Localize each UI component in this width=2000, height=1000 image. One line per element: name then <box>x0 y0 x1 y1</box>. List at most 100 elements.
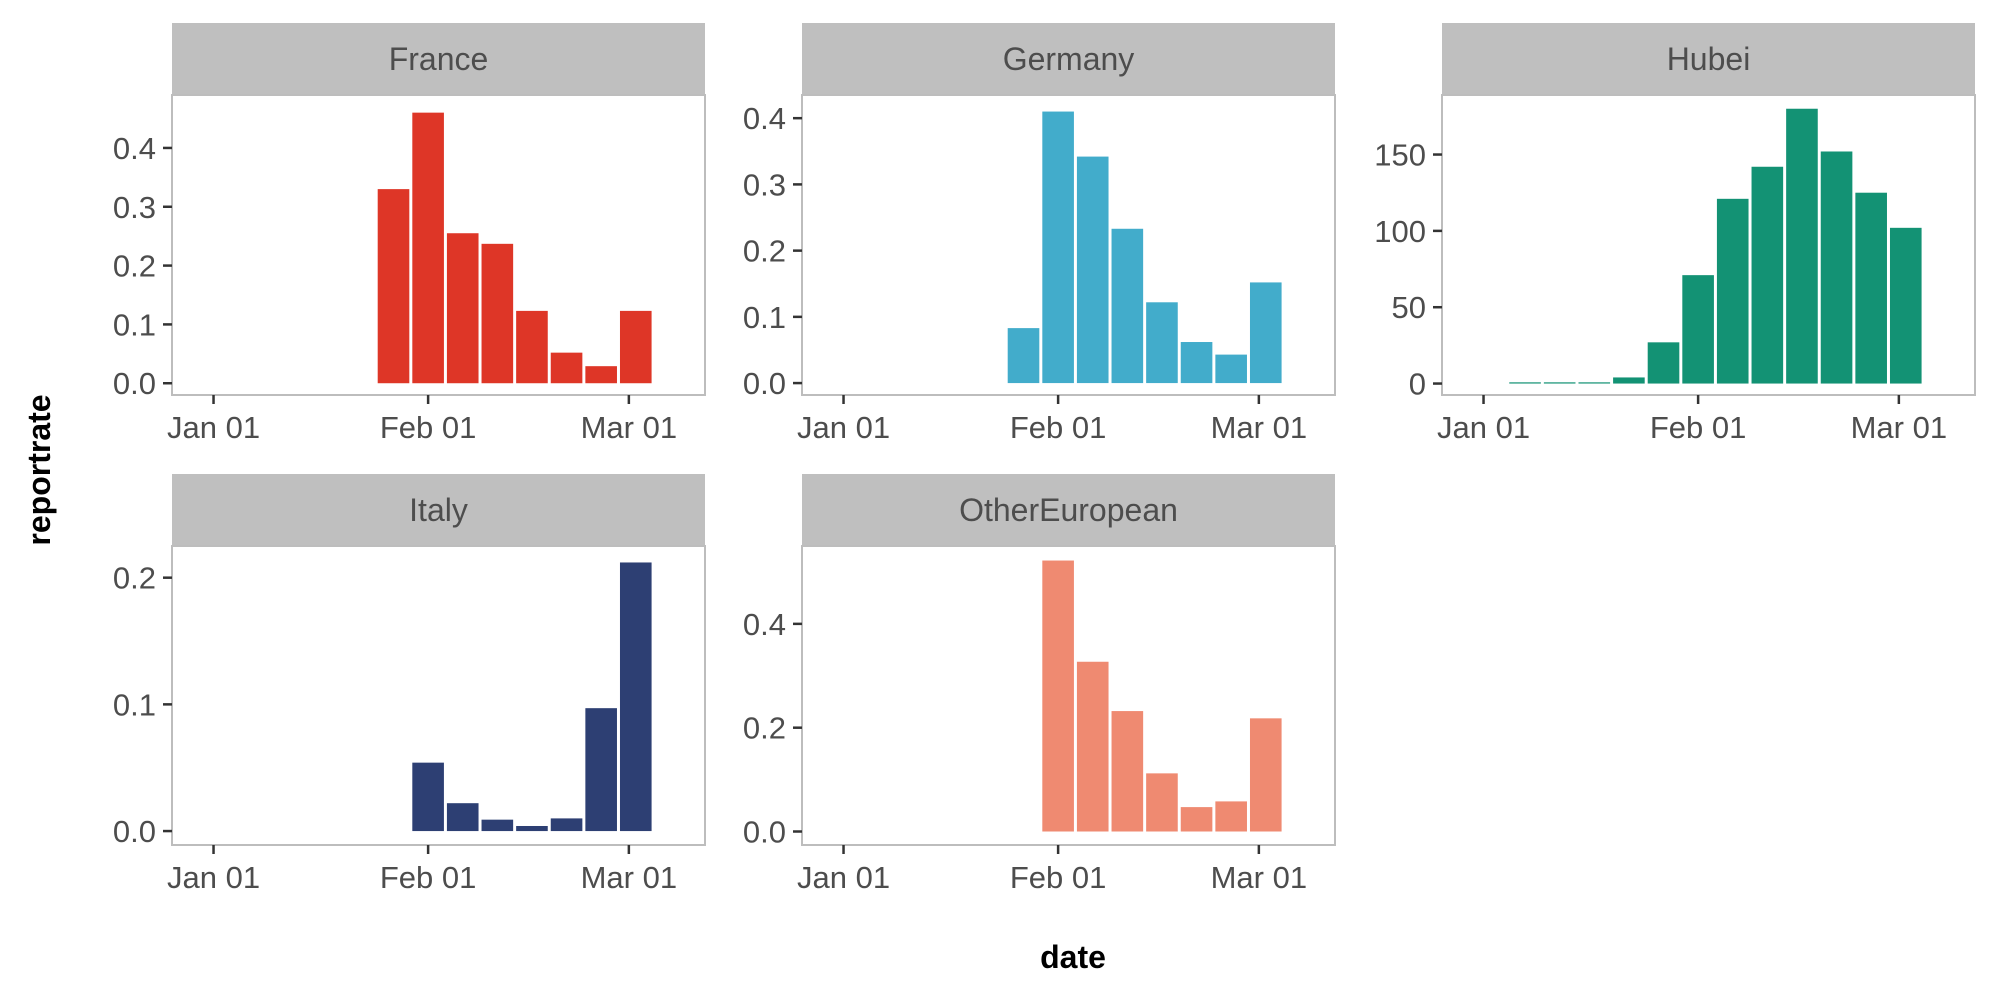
x-tick-label: Mar 01 <box>1211 860 1307 895</box>
panel-strip <box>1442 23 1975 95</box>
bar <box>1613 377 1645 384</box>
bar <box>550 818 583 832</box>
bar <box>446 803 479 832</box>
panel-germany: Germany 0.0 0.1 0.2 0.3 0.4 Jan 01 Feb 01 Mar 01 <box>743 23 1336 445</box>
bar <box>1042 560 1074 832</box>
bar <box>585 366 617 384</box>
bar <box>1509 382 1541 384</box>
bar <box>1215 354 1247 384</box>
bar <box>1111 711 1144 832</box>
panel-italy: Italy 0.0 0.1 0.2 Jan 01 Feb 01 Mar 01 <box>113 474 706 895</box>
panel-border <box>171 545 706 846</box>
panel-othereuropean: OtherEuropean 0.0 0.2 0.4 Jan 01 Feb 01 Mar 01 <box>743 474 1336 895</box>
panel-hubei: Hubei 0 50 100 150 Jan 01 Feb 01 Mar 01 <box>1374 23 1976 445</box>
panel-border <box>1441 94 1976 396</box>
bar <box>550 352 583 384</box>
bar <box>412 762 444 832</box>
x-tick-label: Feb 01 <box>1010 410 1107 445</box>
y-tick-label: 0.0 <box>113 366 156 401</box>
y-tick-label: 0.0 <box>743 815 786 850</box>
x-axis-title: date <box>1040 939 1106 975</box>
x-tick-label: Feb 01 <box>380 410 477 445</box>
panel-strip <box>802 23 1335 95</box>
bar <box>412 112 444 384</box>
x-tick-label: Jan 01 <box>1437 410 1530 445</box>
y-tick-label: 0.0 <box>113 814 156 849</box>
y-tick-label: 100 <box>1374 214 1426 249</box>
bar <box>1249 718 1282 832</box>
bar <box>1889 227 1922 384</box>
panel-title: Hubei <box>1667 41 1751 77</box>
x-tick-label: Jan 01 <box>167 410 260 445</box>
panel-strip <box>172 474 705 546</box>
x-tick-label: Mar 01 <box>1851 410 1947 445</box>
panel-strip <box>802 474 1335 546</box>
bar <box>1786 108 1818 384</box>
bar <box>1076 156 1109 384</box>
y-axis-title: reportrate <box>21 394 57 545</box>
y-tick-label: 0.0 <box>743 366 786 401</box>
panel-border <box>171 94 706 396</box>
y-tick-label: 0.1 <box>113 687 156 722</box>
y-tick-label: 0.3 <box>743 167 786 202</box>
panel-france: France 0.0 0.1 0.2 0.3 0.4 Jan 01 Feb 01 Mar 01 <box>113 23 706 445</box>
x-tick-label: Jan 01 <box>167 860 260 895</box>
x-tick-label: Mar 01 <box>581 860 677 895</box>
y-tick-label: 150 <box>1374 138 1426 173</box>
bar <box>1716 198 1749 384</box>
bar <box>377 189 410 384</box>
bar <box>1578 382 1611 384</box>
panel-title: Germany <box>1003 41 1135 77</box>
panel-border <box>801 94 1336 396</box>
x-tick-label: Feb 01 <box>1010 860 1107 895</box>
panel-title: Italy <box>409 492 468 528</box>
panel-title: OtherEuropean <box>959 492 1178 528</box>
y-tick-label: 0.4 <box>743 101 786 136</box>
bar <box>1682 275 1714 384</box>
bar <box>1249 282 1282 384</box>
y-tick-label: 0 <box>1409 367 1426 402</box>
bar <box>1820 151 1853 384</box>
bar <box>446 233 479 384</box>
bar <box>481 243 514 384</box>
y-tick-label: 0.2 <box>113 249 156 284</box>
x-tick-label: Jan 01 <box>797 410 890 445</box>
bar <box>619 310 652 384</box>
panel-border <box>801 545 1336 846</box>
bar <box>1543 382 1576 384</box>
panel-title: France <box>389 41 489 77</box>
bar <box>1146 302 1178 384</box>
x-tick-label: Jan 01 <box>797 860 890 895</box>
x-tick-label: Mar 01 <box>581 410 677 445</box>
y-tick-label: 0.4 <box>113 131 156 166</box>
y-tick-label: 0.1 <box>743 300 786 335</box>
bar <box>1111 228 1144 384</box>
bar <box>1076 661 1109 832</box>
y-tick-label: 0.4 <box>743 607 786 642</box>
bar <box>481 819 514 832</box>
bar <box>1180 342 1213 384</box>
bar <box>585 708 617 832</box>
y-tick-label: 0.1 <box>113 307 156 342</box>
bar <box>1146 773 1178 832</box>
bar <box>1180 807 1213 832</box>
x-tick-label: Feb 01 <box>380 860 477 895</box>
bar <box>1007 328 1040 384</box>
bar <box>516 310 548 384</box>
y-tick-label: 0.2 <box>113 561 156 596</box>
bar <box>1042 111 1074 384</box>
bar <box>1751 166 1784 384</box>
y-tick-label: 0.3 <box>113 190 156 225</box>
y-tick-label: 0.2 <box>743 711 786 746</box>
bar <box>1855 192 1887 384</box>
bar <box>1215 801 1247 832</box>
panel-strip <box>172 23 705 95</box>
y-tick-label: 50 <box>1392 290 1426 325</box>
bar <box>516 825 548 832</box>
x-tick-label: Feb 01 <box>1650 410 1747 445</box>
bar <box>1647 342 1680 384</box>
x-tick-label: Mar 01 <box>1211 410 1307 445</box>
y-tick-label: 0.2 <box>743 234 786 269</box>
bar <box>619 562 652 832</box>
